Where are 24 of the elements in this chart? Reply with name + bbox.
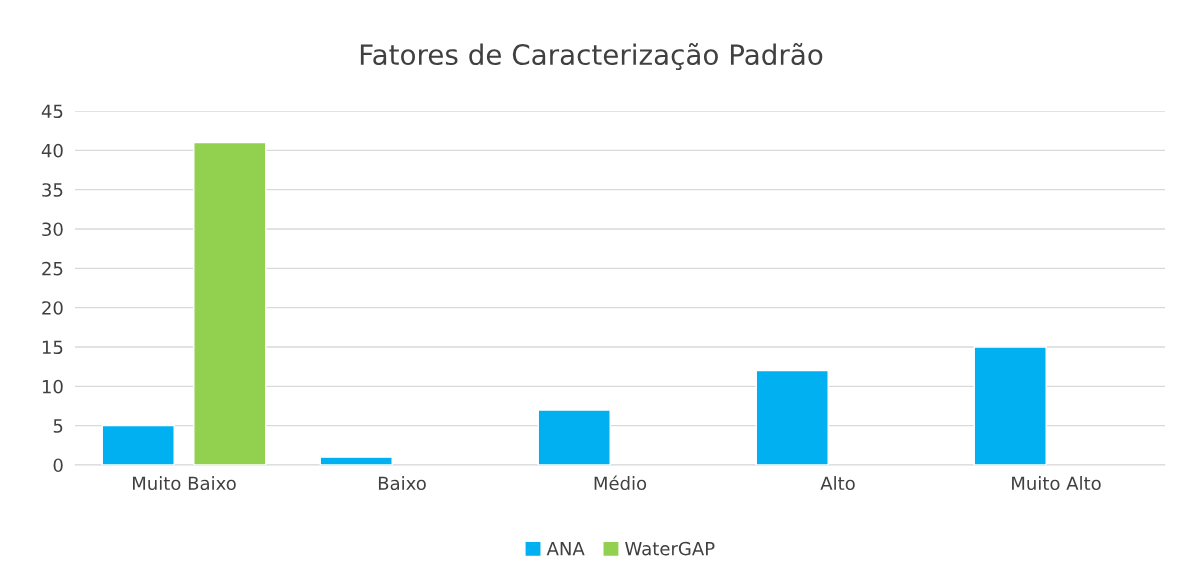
x-tick-label: Médio [594,475,647,491]
y-tick-label: 45 [41,104,63,119]
legend-label: ANA [546,541,585,556]
y-tick-label: 40 [41,143,63,158]
bar [537,409,611,465]
bar [755,369,829,465]
x-tick-label: Baixo [378,476,426,491]
y-tick-label: 15 [42,340,63,355]
y-tick-label: 35 [42,183,63,197]
y-tick-label: 0 [53,458,63,473]
bar [193,141,267,465]
chart-title: Fatores de Caracterização Padrão [360,43,823,71]
y-tick-label: 25 [42,261,63,276]
bar [319,456,393,465]
y-tick-label: 30 [42,222,63,237]
x-tick-label: Alto [820,476,855,491]
bar [101,424,175,465]
y-tick-label: 5 [53,419,63,433]
legend-label: WaterGAP [625,541,715,556]
y-tick-label: 10 [42,379,63,394]
bar [973,346,1047,465]
x-tick-label: Muito Alto [1012,476,1101,491]
y-tick-label: 20 [42,301,63,315]
x-tick-label: Muito Baixo [133,476,236,491]
